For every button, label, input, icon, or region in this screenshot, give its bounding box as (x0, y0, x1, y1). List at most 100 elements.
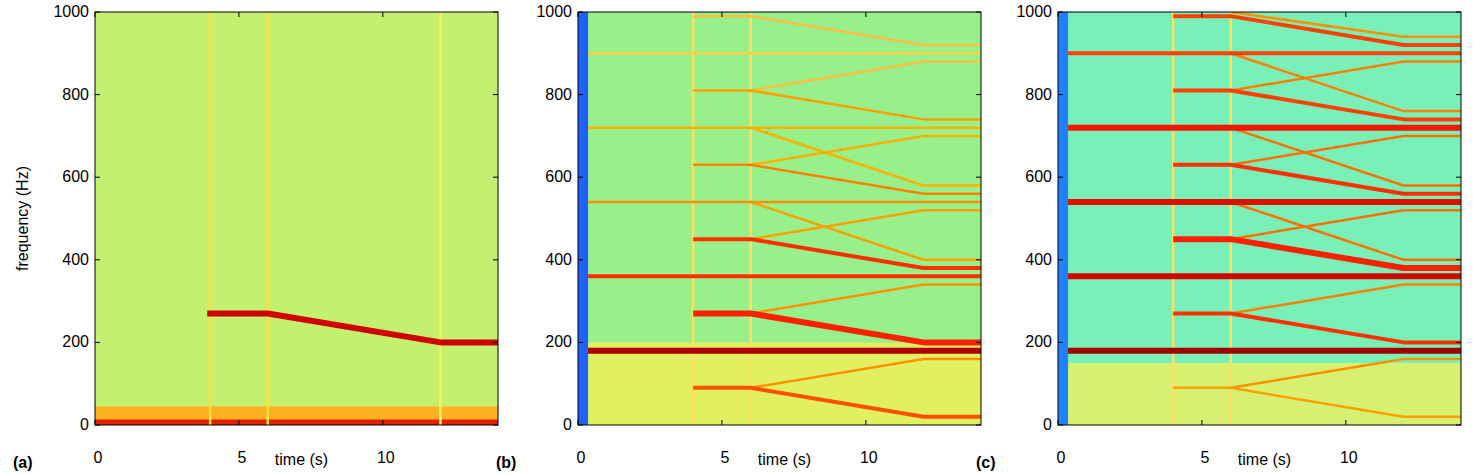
frequency-track (1068, 273, 1461, 279)
panel: 020040060080010000510time (s)(c) (976, 3, 1461, 471)
frequency-track (1173, 388, 1461, 417)
y-axis-title: frequency (Hz) (14, 166, 31, 271)
y-tick-label: 400 (545, 251, 572, 268)
y-tick (1456, 425, 1461, 426)
figure: 0 200 400 600 800 1000 0 5 10 time (s) frequency (… (0, 0, 1473, 474)
frequency-track (1173, 16, 1461, 45)
frequency-track (693, 165, 981, 194)
frequency-track (439, 12, 442, 425)
panel-letter: (a) (13, 454, 33, 471)
y-tick (1058, 177, 1063, 178)
y-tick (95, 342, 100, 343)
y-tick (1456, 12, 1461, 13)
y-tick-label: 600 (62, 168, 89, 185)
frequency-track (751, 202, 981, 260)
y-tick (976, 177, 981, 178)
y-tick (493, 94, 498, 95)
y-tick (976, 342, 981, 343)
band (1068, 363, 1461, 425)
y-tick (578, 12, 583, 13)
panel: 020040060080010000510time (s)frequency (… (13, 3, 498, 471)
y-tick (578, 94, 583, 95)
frequency-track (209, 12, 212, 425)
frequency-track (1173, 239, 1461, 268)
y-tick (976, 94, 981, 95)
y-tick (1058, 259, 1063, 260)
x-tick (95, 12, 96, 17)
frequency-track (751, 128, 981, 186)
frequency-track (1231, 12, 1461, 37)
band (95, 406, 498, 425)
x-tick (1058, 420, 1059, 425)
y-tick-label: 800 (62, 86, 89, 103)
y-tick (1058, 94, 1063, 95)
x-axis-title: time (s) (758, 451, 811, 468)
x-tick (1058, 12, 1059, 17)
tracks (1058, 12, 1461, 425)
plot-background (95, 12, 498, 425)
frequency-track (1068, 199, 1461, 205)
x-tick (1201, 12, 1202, 17)
y-tick-label: 600 (1025, 168, 1052, 185)
frequency-track (1231, 285, 1461, 314)
frequency-track (1231, 128, 1461, 186)
y-tick (1058, 342, 1063, 343)
y-tick (578, 177, 583, 178)
y-tick (493, 425, 498, 426)
frequency-track (693, 90, 981, 119)
y-tick (493, 259, 498, 260)
tracks (95, 12, 498, 425)
y-tick (95, 177, 100, 178)
frequency-track (588, 201, 981, 204)
x-axis-title: time (s) (1238, 451, 1291, 468)
frequency-track (95, 420, 498, 425)
x-tick (865, 12, 866, 17)
frequency-track (1231, 359, 1461, 388)
x-tick (382, 420, 383, 425)
y-tick-label: 0 (563, 416, 572, 433)
frequency-track (751, 285, 981, 314)
x-tick (1201, 420, 1202, 425)
y-tick (1456, 94, 1461, 95)
x-tick (238, 420, 239, 425)
x-axis-title: time (s) (275, 451, 328, 468)
frequency-track (1068, 51, 1461, 55)
x-tick (721, 420, 722, 425)
frequency-track (1173, 90, 1461, 119)
band (1058, 12, 1068, 425)
frequency-track (266, 12, 269, 425)
frequency-track (693, 16, 981, 45)
y-tick-label: 1000 (536, 3, 572, 20)
y-tick (578, 425, 583, 426)
frequency-track (588, 52, 981, 55)
frequency-track (588, 348, 981, 354)
y-tick (95, 259, 100, 260)
plot-frame (578, 12, 981, 425)
panel: 020040060080010000510time (s)(b) (496, 3, 981, 471)
x-tick (382, 12, 383, 17)
x-tick (578, 420, 579, 425)
y-tick-label: 0 (1043, 416, 1052, 433)
y-tick (1058, 12, 1063, 13)
x-tick-label: 5 (237, 449, 246, 466)
x-tick (865, 420, 866, 425)
y-tick-label: 800 (545, 86, 572, 103)
panel-letter: (c) (976, 454, 996, 471)
x-tick (721, 12, 722, 17)
frequency-track (751, 62, 981, 91)
x-tick-label: 10 (377, 449, 395, 466)
x-tick-label: 5 (1200, 449, 1209, 466)
frequency-track (588, 274, 981, 278)
y-tick (95, 12, 100, 13)
plot-background (1058, 12, 1461, 425)
frequency-track (1068, 348, 1461, 354)
y-tick (1456, 177, 1461, 178)
y-tick (976, 425, 981, 426)
x-tick (578, 12, 579, 17)
y-tick (95, 425, 100, 426)
plot-background (578, 12, 981, 425)
x-tick-label: 0 (94, 449, 103, 466)
plot-frame (95, 12, 498, 425)
y-tick-label: 200 (545, 333, 572, 350)
y-tick-label: 1000 (53, 3, 89, 20)
